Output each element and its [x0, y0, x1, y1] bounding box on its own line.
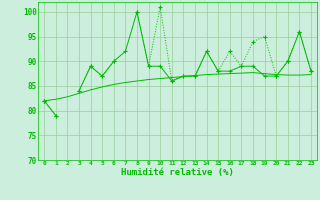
X-axis label: Humidité relative (%): Humidité relative (%) — [121, 168, 234, 177]
